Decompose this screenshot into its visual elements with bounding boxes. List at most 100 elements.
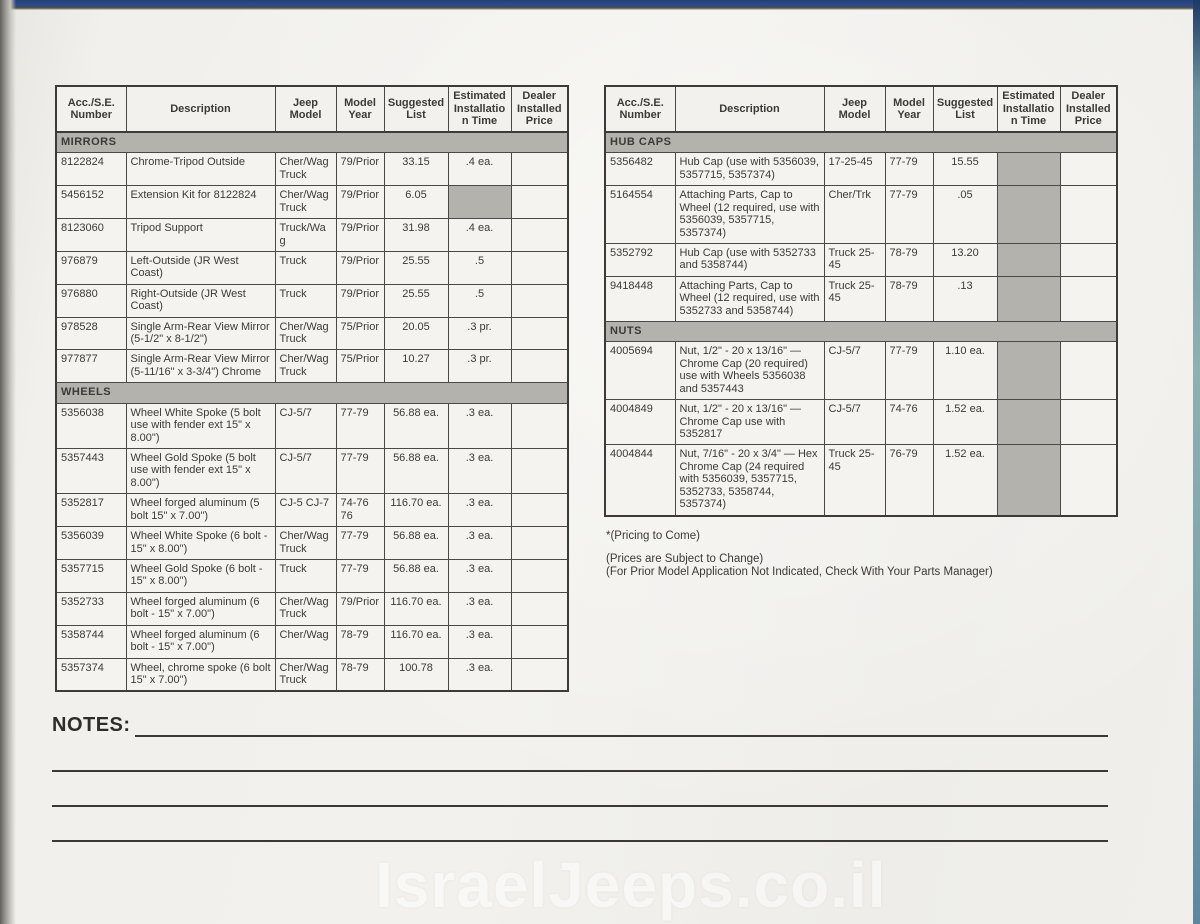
install-time-cell [996,152,1061,187]
description-cell: Nut, 1/2" - 20 x 13/16" — Chrome Cap use… [674,399,825,446]
jeep-model-cell: Cher/Wag Truck [274,657,337,692]
description-cell: Wheel, chrome spoke (6 bolt 15" x 7.00") [125,657,276,692]
description-cell: Wheel forged aluminum (6 bolt - 15" x 7.… [125,624,276,659]
footnotes: *(Pricing to Come) (Prices are Subject t… [604,530,1116,578]
column-header: Estimated Installation Time [996,85,1061,133]
install-time-cell: .4 ea. [447,152,512,187]
table-row: 5357443 Wheel Gold Spoke (5 bolt use with… [55,448,569,495]
dealer-price-cell [1059,152,1118,187]
part-number-cell: 4004844 [604,444,676,517]
install-time-cell [996,444,1061,517]
part-number-cell: 5358744 [55,624,127,659]
install-time-cell [447,185,512,220]
jeep-model-cell: Cher/Trk [823,185,886,244]
part-number-cell: 5456152 [55,185,127,220]
jeep-model-cell: Cher/Wag Truck [274,591,337,626]
model-year-cell: 78-79 [884,275,934,323]
description-cell: Attaching Parts, Cap to Wheel (12 requir… [674,185,825,244]
description-cell: Wheel Gold Spoke (5 bolt use with fender… [125,448,276,495]
dealer-price-cell [510,218,569,252]
install-time-cell: .3 ea. [447,591,512,626]
part-number-cell: 5357715 [55,558,127,593]
dealer-price-cell [1059,444,1118,517]
model-year-cell: 79/Prior [335,591,385,626]
suggested-list-cell: 13.20 [932,242,998,277]
table-row: 9418448 Attaching Parts, Cap to Wheel (12… [604,275,1118,323]
description-cell: Nut, 1/2" - 20 x 13/16" — Chrome Cap (20… [674,341,825,401]
jeep-model-cell: Truck [274,558,337,593]
part-number-cell: 976880 [55,283,127,318]
section-header: HUB CAPS [604,131,1118,154]
section-header: WHEELS [55,382,569,404]
part-number-cell: 978528 [55,316,127,351]
table-row: 5352817 Wheel forged aluminum (5 bolt 15"… [55,493,569,528]
notes-line [52,805,1108,807]
section-header: NUTS [604,321,1118,343]
column-header: Suggested List [932,85,998,133]
table-row: 5356039 Wheel White Spoke (6 bolt - 15" x… [55,526,569,560]
table-row: 4004844 Nut, 7/16" - 20 x 3/4" — Hex Chro… [604,444,1118,517]
notes-line [52,840,1108,842]
install-time-cell: .3 ea. [447,526,512,560]
table-row: 5357374 Wheel, chrome spoke (6 bolt 15" x… [55,657,569,692]
part-number-cell: 8122824 [55,152,127,187]
part-number-cell: 4004849 [604,399,676,446]
suggested-list-cell: .13 [932,275,998,323]
suggested-list-cell: 20.05 [383,316,449,351]
part-number-cell: 5164554 [604,185,676,244]
model-year-cell: 75/Prior [335,316,385,351]
table-row: 5356038 Wheel White Spoke (5 bolt use wit… [55,402,569,450]
column-header: Description [125,85,276,133]
jeep-model-cell: Truck 25-45 [823,275,886,323]
model-year-cell: 77-79 [335,558,385,593]
suggested-list-cell: 33.15 [383,152,449,187]
parts-table-mirrors-wheels: Acc./S.E. Number Description Jeep Model Mod… [55,85,569,693]
notes-line [134,735,1108,737]
description-cell: Right-Outside (JR West Coast) [125,283,276,318]
column-header: Description [674,85,825,133]
install-time-cell: .3 pr. [447,316,512,351]
table-row: 4005694 Nut, 1/2" - 20 x 13/16" — Chrome … [604,341,1118,401]
jeep-model-cell: CJ-5/7 [823,341,886,401]
column-header: Model Year [884,85,934,133]
table-row: 5356482 Hub Cap (use with 5356039, 535771… [604,152,1118,187]
part-number-cell: 5356038 [55,402,127,450]
suggested-list-cell: 6.05 [383,185,449,220]
dealer-price-cell [1059,185,1118,244]
description-cell: Hub Cap (use with 5356039, 5357715, 5357… [674,152,825,187]
dealer-price-cell [510,250,569,285]
footnote-prior-model: (For Prior Model Application Not Indicat… [606,565,993,578]
install-time-cell: .5 [447,250,512,285]
dealer-price-cell [510,493,569,528]
table-row: 8122824 Chrome-Tripod Outside Cher/Wag Tru… [55,152,569,187]
description-cell: Wheel White Spoke (6 bolt - 15" x 8.00") [125,526,276,560]
dealer-price-cell [510,283,569,318]
column-header: Jeep Model [274,85,337,133]
right-table-column: Acc./S.E. Number Description Jeep Model Mod… [604,85,1118,578]
part-number-cell: 5356039 [55,526,127,560]
dealer-price-cell [510,448,569,495]
part-number-cell: 5352792 [604,242,676,277]
suggested-list-cell: 100.78 [383,657,449,692]
model-year-cell: 78-79 [335,657,385,692]
model-year-cell: 74-76 [884,399,934,446]
column-header: Jeep Model [823,85,886,133]
suggested-list-cell: 31.98 [383,218,449,252]
dealer-price-cell [510,185,569,220]
part-number-cell: 8123060 [55,218,127,252]
footnote-prices-change: (Prices are Subject to Change) [606,552,764,565]
jeep-model-cell: Cher/Wag Truck [274,152,337,187]
column-header: Model Year [335,85,385,133]
model-year-cell: 74-76 76 [335,493,385,528]
suggested-list-cell: 56.88 ea. [383,526,449,560]
table-row: 5456152 Extension Kit for 8122824 Cher/Wag… [55,185,569,220]
suggested-list-cell: 1.52 ea. [932,399,998,446]
install-time-cell [996,341,1061,401]
suggested-list-cell: 56.88 ea. [383,558,449,593]
table-row: 976879 Left-Outside (JR West Coast) Truck 7… [55,250,569,285]
jeep-model-cell: CJ-5/7 [823,399,886,446]
description-cell: Wheel Gold Spoke (6 bolt - 15" x 8.00") [125,558,276,593]
left-table-column: Acc./S.E. Number Description Jeep Model Mod… [55,85,569,693]
jeep-model-cell: Cher/Wag Truck [274,349,337,384]
description-cell: Extension Kit for 8122824 [125,185,276,220]
